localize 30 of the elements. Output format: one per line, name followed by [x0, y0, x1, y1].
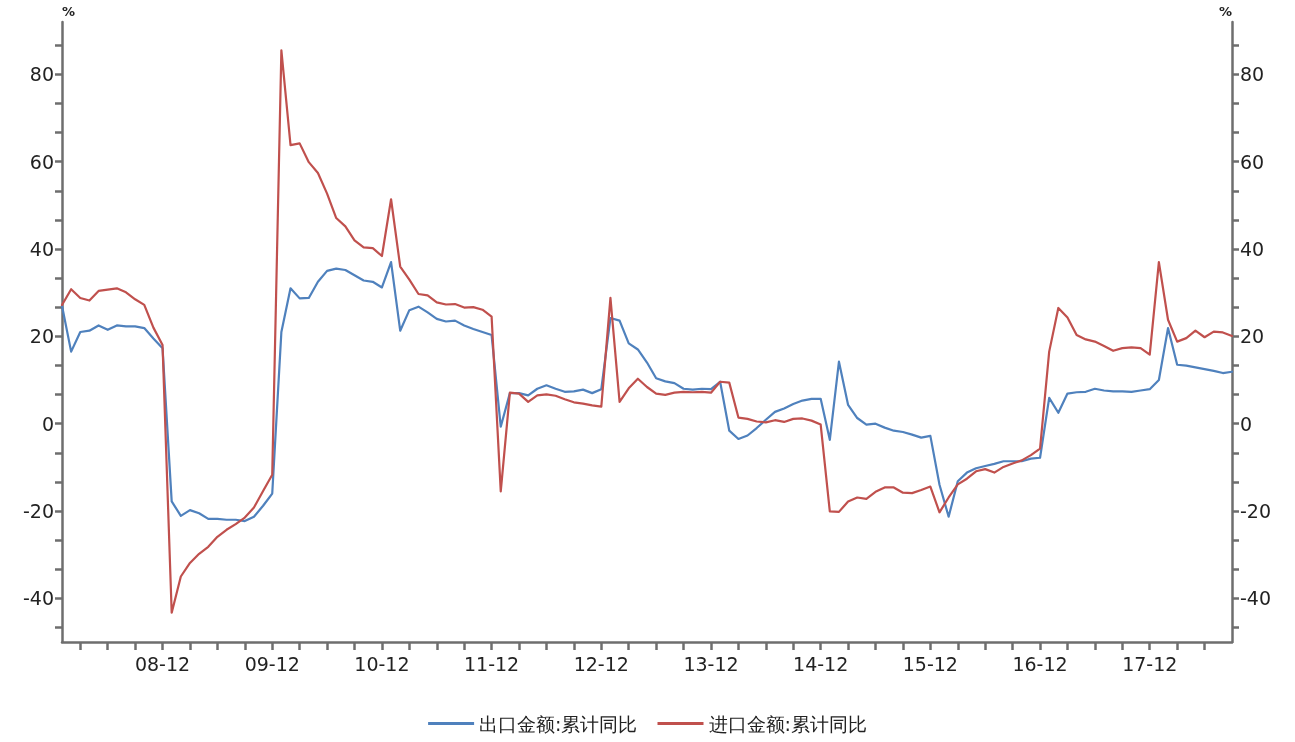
y2-tick-label: 0 — [1240, 412, 1253, 435]
x-tick-label: 16-12 — [1012, 652, 1068, 675]
x-tick-label: 12-12 — [573, 652, 629, 675]
y2-tick-label: 80 — [1240, 63, 1265, 86]
y-tick-label: 80 — [29, 63, 54, 86]
y2-tick-label: 40 — [1240, 238, 1265, 261]
y-tick-label: 60 — [29, 150, 54, 173]
y-axis-title: % — [62, 4, 76, 19]
x-tick-label: 14-12 — [793, 652, 849, 675]
x-tick-label: 13-12 — [683, 652, 739, 675]
y2-tick-label: 60 — [1240, 150, 1265, 173]
y-tick-label: 20 — [29, 325, 54, 348]
legend-label: 出口金额:累计同比 — [479, 712, 638, 735]
x-tick-label: 17-12 — [1122, 652, 1178, 675]
x-tick-label: 08-12 — [134, 652, 191, 675]
y2-tick-label: -20 — [1240, 500, 1272, 523]
y-tick-label: -40 — [22, 587, 54, 610]
y2-tick-label: 20 — [1240, 325, 1265, 348]
y-tick-label: -20 — [22, 500, 54, 523]
legend-label: 进口金额:累计同比 — [708, 712, 867, 735]
line-series — [60, 49, 1234, 614]
x-tick-label: 15-12 — [902, 652, 958, 675]
y2-axis-title: % — [1218, 4, 1232, 19]
line-series — [60, 261, 1234, 523]
y-tick-label: 0 — [41, 412, 54, 435]
y2-tick-label: -40 — [1240, 587, 1272, 610]
x-tick-label: 09-12 — [244, 652, 300, 675]
x-tick-label: 10-12 — [354, 652, 410, 675]
y-tick-label: 40 — [29, 238, 54, 261]
x-tick-label: 11-12 — [464, 652, 520, 675]
